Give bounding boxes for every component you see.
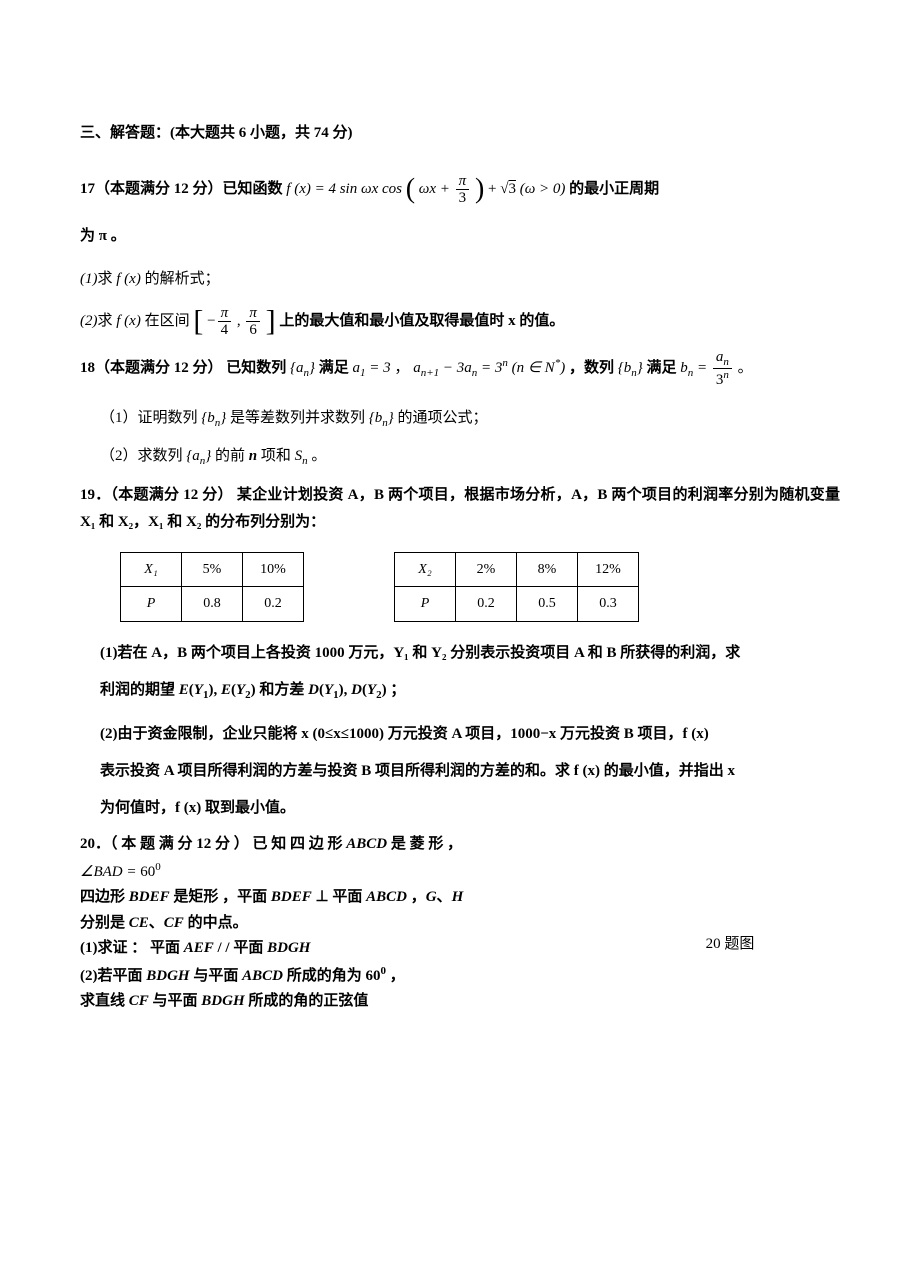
q18-part2: （2）求数列 {an} 的前 n 项和 Sn 。 <box>80 443 840 472</box>
t1c1: 5% <box>182 553 243 587</box>
pi3-bot: 3 <box>456 190 470 207</box>
omega-gt0: (ω > 0) <box>520 181 566 197</box>
q20-figure-label: 20 题图 <box>620 832 840 958</box>
plus: + <box>488 181 500 197</box>
q17p2lt: π <box>218 305 232 323</box>
t2p2: 0.5 <box>517 587 578 621</box>
q19-part2c: 为何值时，f (x) 取到最小值。 <box>80 795 840 822</box>
t2h2: P <box>395 587 456 621</box>
sqrt3: 3 <box>508 181 516 197</box>
q20-l1: 已 知 四 边 形 ABCD 是 菱 形 ， <box>253 836 463 852</box>
t2p1: 0.2 <box>456 587 517 621</box>
q17-fx: f (x) = 4 sin ωx cos <box>286 181 402 197</box>
t1c2: 10% <box>243 553 304 587</box>
problem-17: 17（本题满分 12 分）已知函数 f (x) = 4 sin ωx cos (… <box>80 171 840 207</box>
table-row: X₂ 2% 8% 12% <box>395 553 639 587</box>
q17-p2b: 上的最大值和最小值及取得最值时 x 的值。 <box>279 313 564 329</box>
problem-19: 19．（本题满分 12 分） 某企业计划投资 A，B 两个项目，根据市场分析，A… <box>80 482 840 536</box>
t2c2: 8% <box>517 553 578 587</box>
pi3-top: π <box>456 173 470 191</box>
q18-part1: （1）证明数列 {bn} 是等差数列并求数列 {bn} 的通项公式； <box>80 405 840 434</box>
q19-part1a: (1)若在 A，B 两个项目上各投资 1000 万元，Y₁ 和 Y₂ 分别表示投… <box>80 640 840 667</box>
q19-part2b: 表示投资 A 项目所得利润的方差与投资 B 项目所得利润的方差的和。求 f (x… <box>80 758 840 785</box>
t2p3: 0.3 <box>578 587 639 621</box>
t2h1: X₂ <box>395 553 456 587</box>
q17-stem-c: 为 π 。 <box>80 223 840 250</box>
q17p2lb: 4 <box>218 322 232 339</box>
q18-heading: 18（本题满分 12 分） <box>80 360 223 376</box>
q17-stem-a: 已知函数 <box>223 181 287 197</box>
q17-heading: 17（本题满分 12 分） <box>80 181 223 197</box>
q20-l7: 求直线 CF 与平面 BDGH 所成的角的正弦值 <box>80 989 840 1015</box>
q17-stem-b: 的最小正周期 <box>569 181 659 197</box>
t2c1: 2% <box>456 553 517 587</box>
t1h2: P <box>121 587 182 621</box>
t1p1: 0.8 <box>182 587 243 621</box>
q17p2rb: 6 <box>246 322 260 339</box>
left-paren: ( <box>406 174 415 205</box>
frac-pi-3: π3 <box>456 173 470 207</box>
q20-heading: 20．（ 本 题 满 分 12 分 ） <box>80 836 249 852</box>
t1h1: X₁ <box>121 553 182 587</box>
q17p2rt: π <box>246 305 260 323</box>
q19-tables: X₁ 5% 10% P 0.8 0.2 X₂ 2% 8% 12% P 0.2 0… <box>120 552 840 621</box>
right-paren: ) <box>475 174 484 205</box>
table-row: P 0.2 0.5 0.3 <box>395 587 639 621</box>
q20-l6: (2)若平面 BDGH 与平面 ABCD 所成的角为 600 ， <box>80 962 840 990</box>
problem-20: 20 题图 20．（ 本 题 满 分 12 分 ） 已 知 四 边 形 ABCD… <box>80 832 840 1015</box>
t1p2: 0.2 <box>243 587 304 621</box>
problem-18: 18（本题满分 12 分） 已知数列 {an} 满足 a1 = 3 ， an+1… <box>80 349 840 389</box>
q17-part1: (1)求 f (x) 的解析式； <box>80 266 840 293</box>
section-title: 三、解答题：(本大题共 6 小题，共 74 分) <box>80 120 840 147</box>
table-row: P 0.8 0.2 <box>121 587 304 621</box>
table-row: X₁ 5% 10% <box>121 553 304 587</box>
q19-part1b: 利润的期望 E(Y1), E(Y2) 和方差 D(Y1), D(Y2) ； <box>80 677 840 706</box>
q19-heading: 19．（本题满分 12 分） <box>80 487 233 503</box>
q19-part2a: (2)由于资金限制，企业只能将 x (0≤x≤1000) 万元投资 A 项目，1… <box>80 721 840 748</box>
table-x2: X₂ 2% 8% 12% P 0.2 0.5 0.3 <box>394 552 639 621</box>
q17-inside: ωx + <box>419 181 450 197</box>
q17-part2: (2)求 f (x) 在区间 [ −π4 , π6 ] 上的最大值和最小值及取得… <box>80 303 840 339</box>
t2c3: 12% <box>578 553 639 587</box>
table-x1: X₁ 5% 10% P 0.8 0.2 <box>120 552 304 621</box>
